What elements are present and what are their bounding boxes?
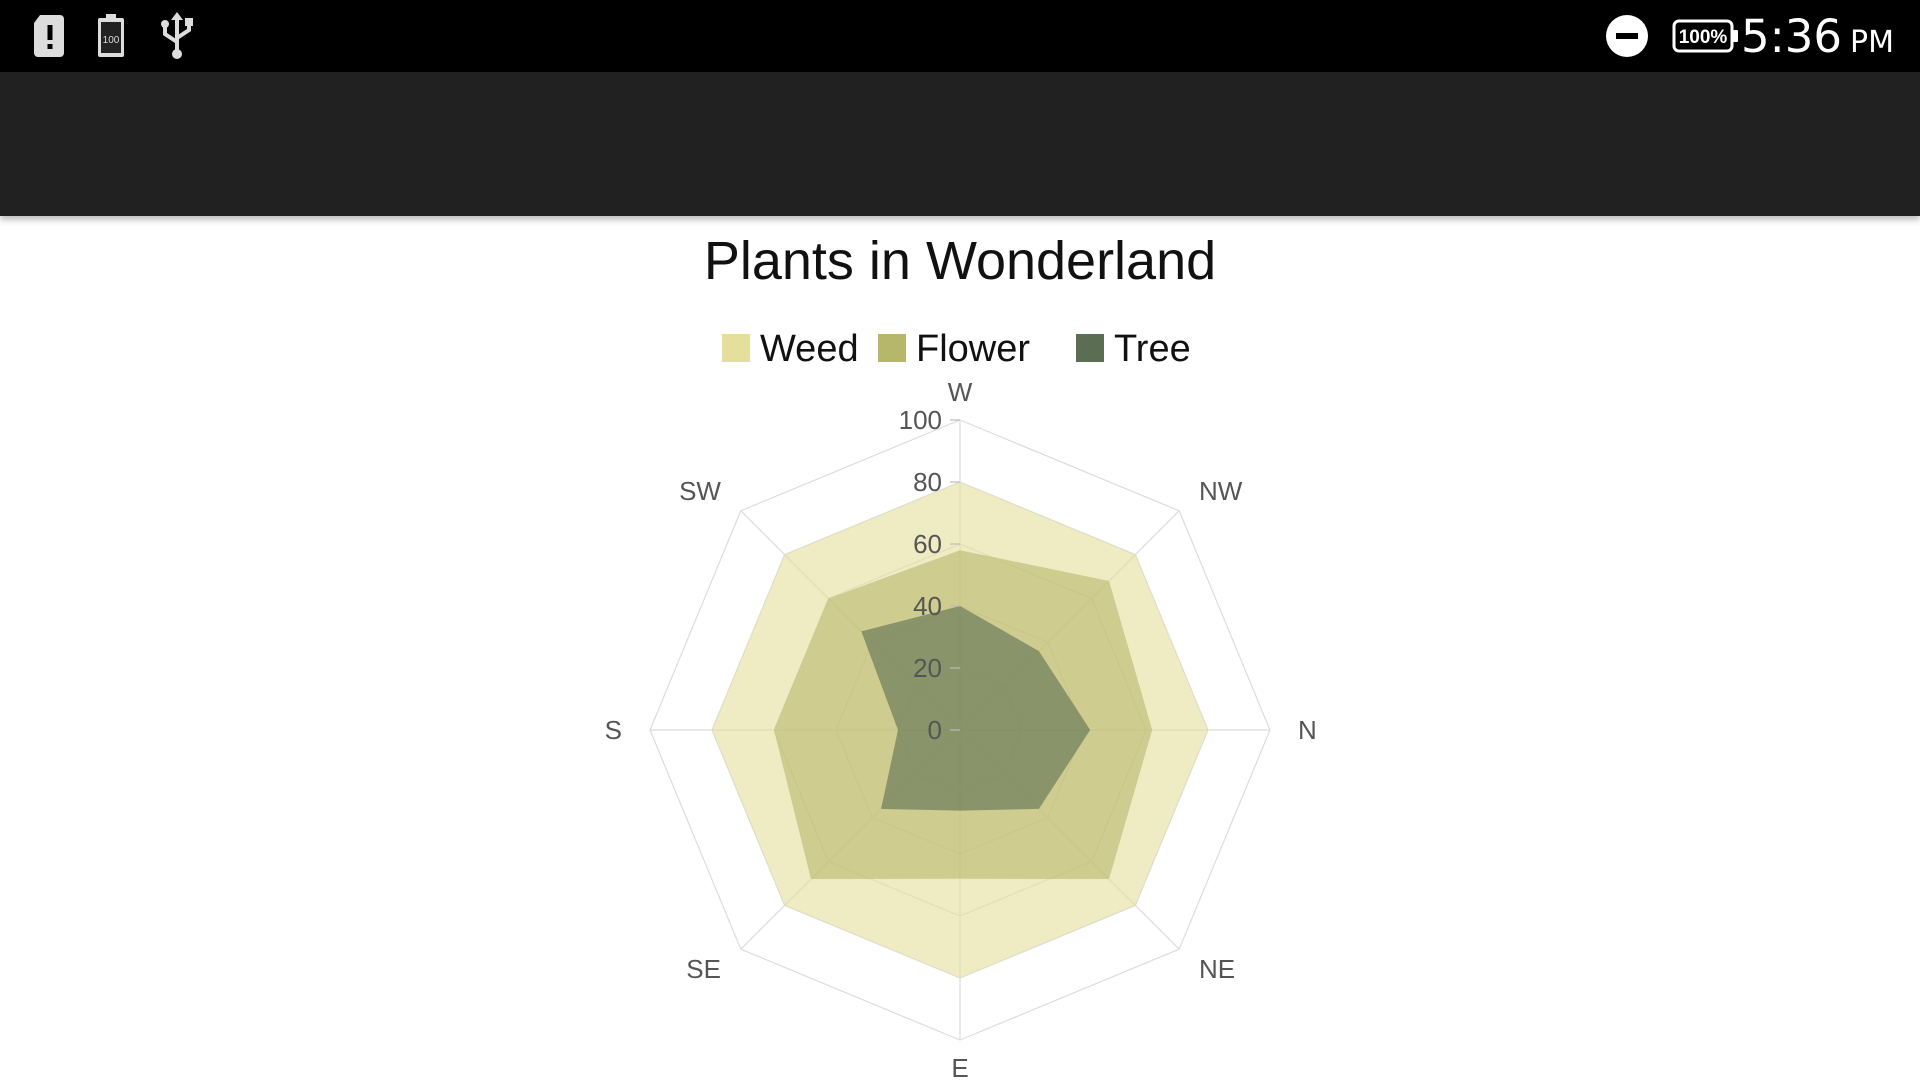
category-label-n: N (1298, 715, 1317, 745)
category-label-e: E (951, 1053, 968, 1080)
category-label-ne: NE (1199, 954, 1235, 984)
do-not-disturb-icon (1604, 0, 1650, 72)
clock: 5:36 PM (1741, 0, 1894, 72)
legend-label-weed: Weed (760, 328, 859, 370)
radar-chart: Plants in Wonderland Weed Flower Tree 0 20 4… (605, 231, 1317, 1083)
tick-label-80: 80 (913, 467, 942, 497)
chart-title: Plants in Wonderland (704, 231, 1216, 291)
category-label-s: S (605, 715, 622, 745)
tick-label-20: 20 (913, 653, 942, 683)
tick-label-0: 0 (928, 715, 942, 745)
legend: Weed Flower Tree (722, 328, 1191, 370)
status-bar: 100 100% 5:36 PM (0, 0, 1920, 72)
usb-icon (158, 0, 196, 72)
battery-percentage: 100% (1679, 27, 1728, 48)
legend-label-tree: Tree (1114, 328, 1191, 370)
tick-label-100: 100 (899, 405, 942, 435)
series-area-tree (861, 606, 1091, 811)
legend-swatch-weed (722, 334, 750, 362)
category-label-nw: NW (1199, 476, 1243, 506)
battery-saver-icon: 100 (94, 0, 128, 72)
clock-time: 5:36 (1740, 10, 1843, 63)
category-label-w: W (948, 377, 973, 407)
app-bar (0, 72, 1920, 216)
legend-swatch-flower (878, 334, 906, 362)
tick-label-60: 60 (913, 529, 942, 559)
legend-label-flower: Flower (916, 328, 1030, 370)
category-label-sw: SW (679, 476, 721, 506)
category-label-se: SE (686, 954, 721, 984)
alert-sim-icon (30, 0, 70, 72)
clock-ampm: PM (1850, 25, 1894, 60)
battery-saver-label: 100 (103, 35, 120, 46)
chart-area: Plants in Wonderland Weed Flower Tree 0 20 4… (0, 216, 1920, 1083)
tick-label-40: 40 (913, 591, 942, 621)
battery-icon: 100% (1672, 0, 1740, 72)
legend-swatch-tree (1076, 334, 1104, 362)
